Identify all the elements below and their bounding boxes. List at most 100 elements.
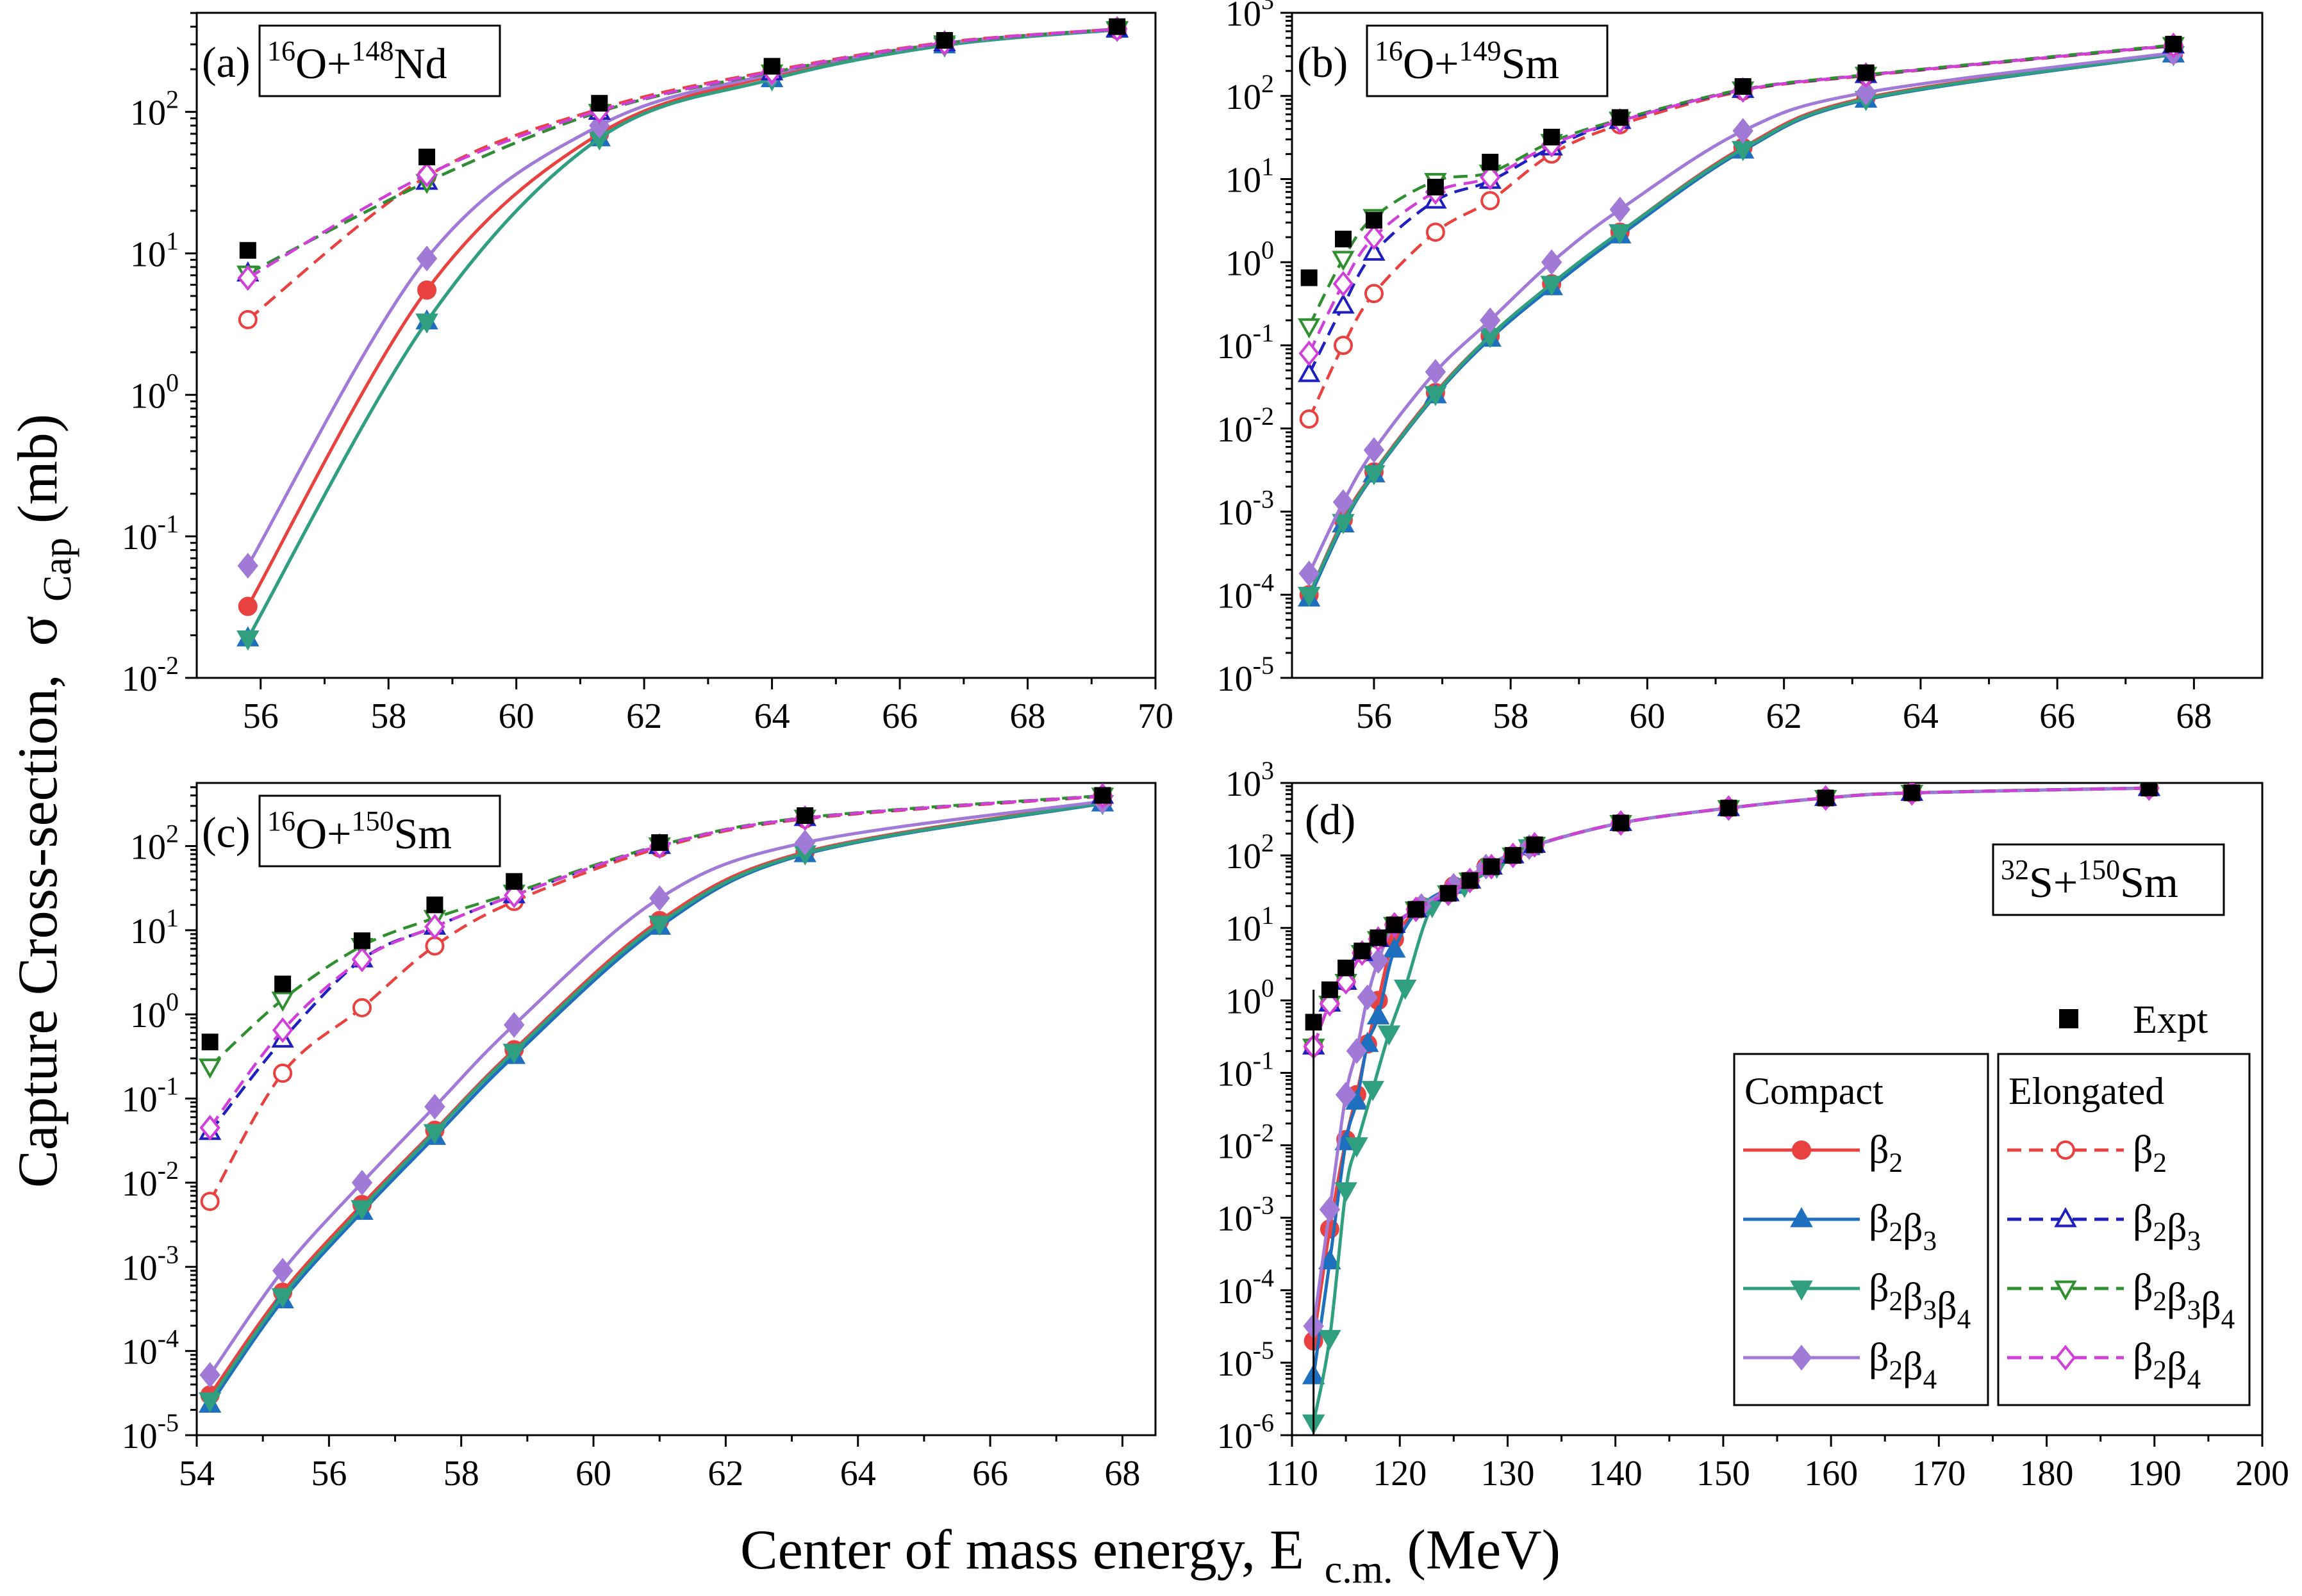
x-tick-label: 54 — [179, 1454, 215, 1493]
compact-series-line — [208, 800, 1103, 1376]
compact-series-point — [351, 1200, 374, 1221]
compact-series-point — [1366, 1004, 1390, 1024]
expt-point — [1109, 18, 1126, 35]
x-tick-label: 56 — [1356, 696, 1392, 736]
reaction-label: 16O+149Sm — [1375, 35, 1559, 88]
compact-series-point — [1345, 1137, 1368, 1158]
elongated-series-point — [425, 936, 445, 956]
elongated-series-point — [1333, 336, 1353, 355]
compact-series-point — [424, 1094, 445, 1120]
x-tick-label: 66 — [972, 1454, 1008, 1493]
x-tick-label: 62 — [708, 1454, 743, 1493]
elongated-series-point — [238, 309, 258, 329]
y-tick-label: 100 — [1225, 235, 1274, 283]
compact-series-point — [1318, 1249, 1341, 1270]
compact-series-line — [246, 28, 1118, 639]
x-tick-label: 180 — [2020, 1454, 2074, 1493]
expt-point — [201, 1033, 219, 1051]
y-tick-label: 10-3 — [1217, 1191, 1274, 1239]
elongated-series-line — [1312, 786, 2149, 1048]
x-tick-label: 64 — [754, 696, 790, 736]
expt-point — [651, 834, 668, 851]
x-tick-label: 190 — [2128, 1454, 2182, 1493]
compact-series-point — [1334, 1182, 1357, 1203]
expt-point — [1461, 872, 1478, 889]
y-tick-label: 10-4 — [122, 1324, 179, 1372]
elongated-series-point — [237, 265, 259, 291]
compact-series-line — [246, 28, 1118, 639]
y-tick-label: 10-2 — [1217, 402, 1274, 450]
legend-elongated-box — [1997, 1053, 2251, 1406]
compact-series-point — [1732, 118, 1753, 144]
elongated-series-point — [200, 1192, 220, 1212]
x-tick-label: 150 — [1696, 1454, 1750, 1493]
y-tick-label: 10-3 — [1217, 485, 1274, 533]
elongated-series-point — [1297, 361, 1321, 383]
legend: ExptCompactβ2β2β3β2β3β4β2β4Elongatedβ2β2… — [1733, 998, 2251, 1406]
compact-series-point — [1609, 224, 1632, 245]
elongated-series-line — [1312, 786, 2149, 1048]
plot-area — [236, 16, 1129, 651]
panel-letter: (b) — [1297, 38, 1348, 86]
compact-series-point — [1357, 984, 1378, 1010]
x-tick-label: 60 — [499, 696, 534, 736]
compact-series-point — [1319, 1196, 1341, 1222]
x-tick-label: 60 — [1629, 696, 1665, 736]
elongated-series-point — [1362, 240, 1386, 261]
reaction-label-box — [1992, 843, 2225, 916]
compact-series-point — [1540, 276, 1563, 296]
x-tick-label: 68 — [1010, 696, 1046, 736]
reaction-label-box — [1366, 24, 1609, 97]
compact-series-point — [1297, 586, 1321, 607]
elongated-series-line — [1312, 786, 2149, 1048]
expt-point — [1334, 231, 1352, 248]
x-axis-title-main: Center of mass energy, E — [740, 1519, 1304, 1581]
y-tick-label: 10-3 — [122, 1240, 179, 1288]
legend-elongated-label: β2β3 — [2133, 1197, 2201, 1256]
legend-elongated-marker — [2055, 1344, 2076, 1371]
y-tick-label: 10-5 — [122, 1408, 179, 1456]
expt-point — [1720, 800, 1737, 817]
compact-series-point — [504, 1012, 525, 1038]
legend-elongated-header: Elongated — [2008, 1070, 2164, 1112]
y-axis-title-unit: (mb) — [7, 414, 69, 523]
compact-series-point — [1363, 437, 1385, 463]
axis-titles: Capture Cross-section, σ Cap (mb) Center… — [7, 414, 1561, 1595]
y-tick-label: 102 — [130, 819, 179, 868]
elongated-series-point — [1332, 251, 1355, 271]
x-tick-label: 56 — [311, 1454, 347, 1493]
x-tick-label: 68 — [1104, 1454, 1140, 1493]
expt-point — [1300, 269, 1318, 286]
elongated-series-point — [1298, 340, 1320, 366]
expt-point — [1482, 154, 1499, 171]
y-tick-label: 100 — [130, 368, 179, 416]
x-tick-label: 66 — [882, 696, 918, 736]
y-tick-label: 100 — [1225, 973, 1274, 1021]
x-tick-label: 120 — [1373, 1454, 1427, 1493]
x-tick-label: 62 — [626, 696, 662, 736]
expt-point — [1857, 64, 1875, 81]
compact-series-point — [416, 245, 438, 272]
legend-compact-label: β2β4 — [1869, 1336, 1937, 1395]
expt-point — [1386, 916, 1403, 934]
x-tick-label: 58 — [370, 696, 406, 736]
x-axis-title-unit: (MeV) — [1407, 1519, 1561, 1581]
reaction-label: 16O+150Sm — [267, 805, 452, 858]
elongated-series-line — [247, 28, 1118, 279]
elongated-series-point — [198, 1058, 222, 1079]
plot-frame — [195, 12, 1157, 679]
legend-compact-marker — [1790, 1206, 1813, 1228]
x-axis-title: Center of mass energy, E c.m. (MeV) — [740, 1519, 1561, 1595]
expt-point — [2165, 35, 2182, 53]
y-axis-title: Capture Cross-section, σ Cap (mb) — [7, 414, 83, 1188]
expt-point — [1354, 942, 1371, 960]
compact-series-point — [1383, 937, 1406, 958]
y-tick-label: 100 — [130, 987, 179, 1035]
expt-point — [1543, 128, 1561, 145]
legend-expt-marker — [2059, 1009, 2078, 1028]
compact-series-point — [649, 885, 670, 912]
legend-compact-marker — [1791, 1344, 1812, 1371]
panel-letter: (a) — [202, 38, 250, 86]
legend-elongated-marker — [2056, 1140, 2075, 1160]
elongated-series-line — [247, 28, 1118, 321]
